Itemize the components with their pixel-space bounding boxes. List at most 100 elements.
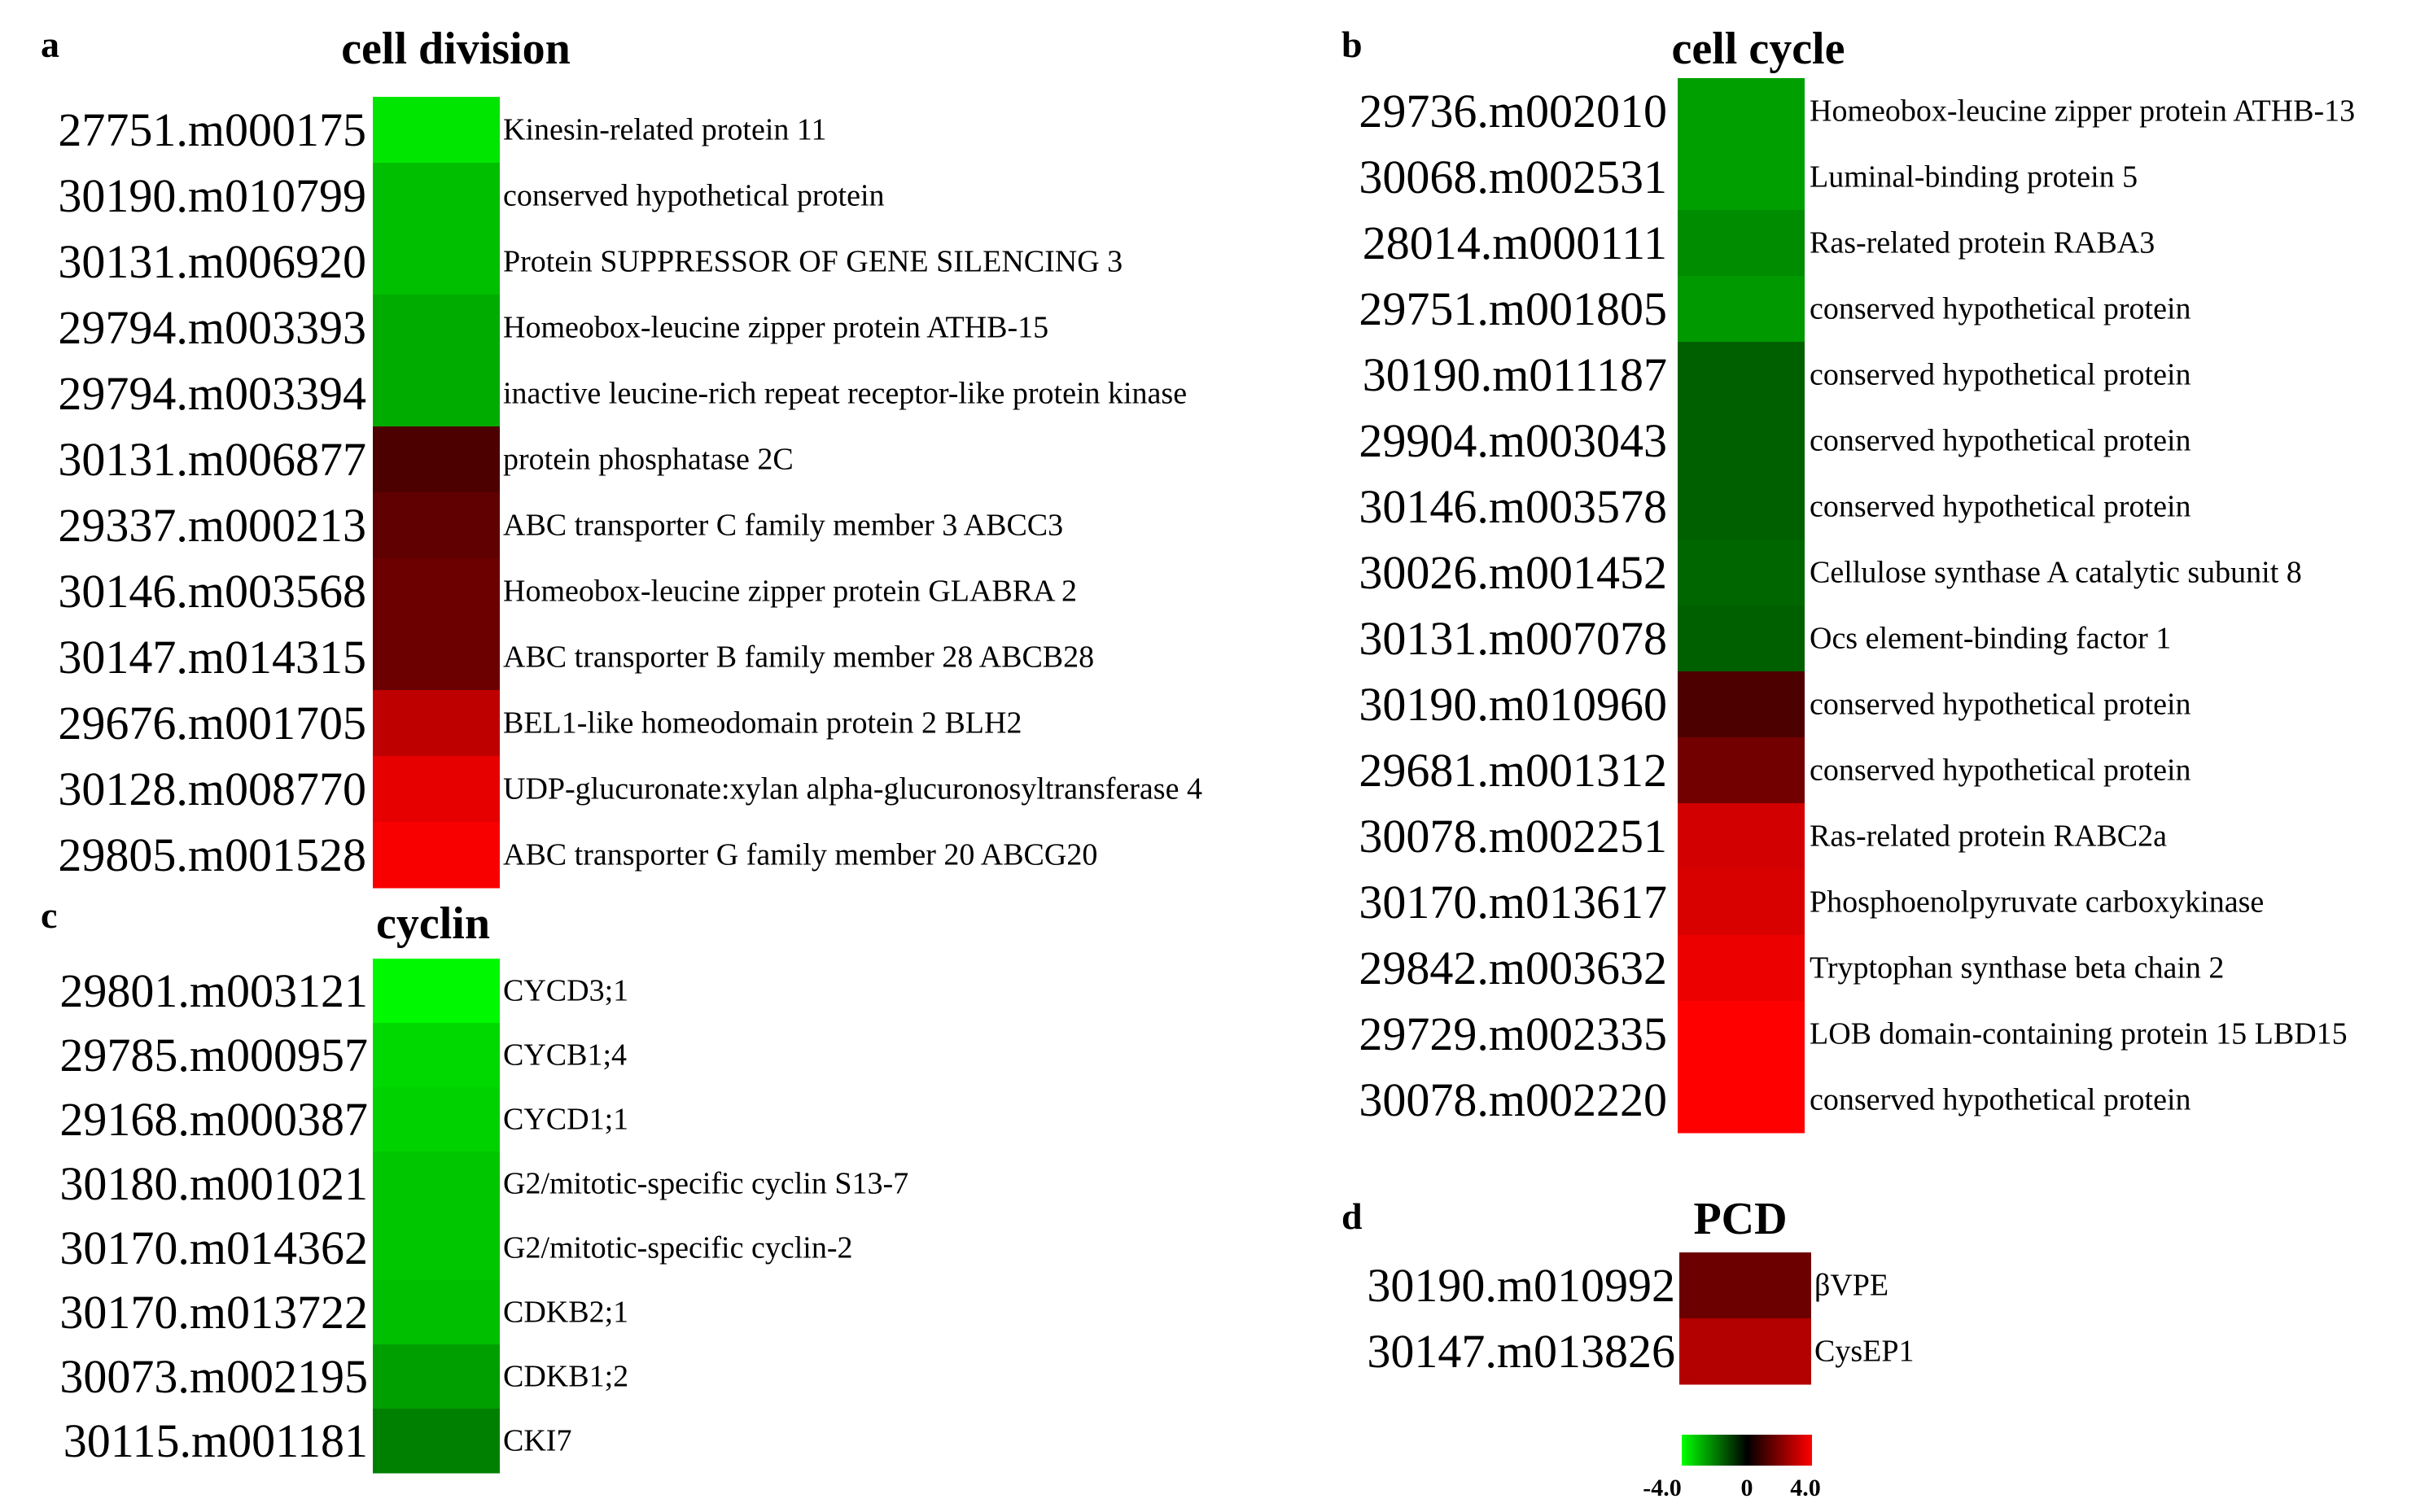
colorbar: -4.0 0 4.0 — [1643, 1435, 1821, 1501]
gene-annotation-label: G2/mitotic-specific cyclin-2 — [503, 1231, 852, 1265]
gene-id-label: 30073.m002195 — [59, 1350, 368, 1403]
gene-id-label: 30026.m001452 — [1359, 546, 1667, 599]
gene-id-label: 30078.m002251 — [1359, 810, 1667, 863]
heatmap-cell — [373, 1023, 500, 1088]
gene-annotation-label: conserved hypothetical protein — [1810, 490, 2191, 524]
gene-id-label: 30131.m006877 — [58, 433, 366, 486]
gene-annotation-label: Ras-related protein RABA3 — [1810, 226, 2155, 260]
gene-annotation-label: UDP-glucuronate:xylan alpha-glucuronosyl… — [503, 772, 1202, 806]
heatmap-cell — [373, 756, 500, 823]
gene-annotation-label: ABC transporter B family member 28 ABCB2… — [503, 640, 1094, 675]
gene-id-label: 29736.m002010 — [1359, 85, 1667, 138]
gene-annotation-label: Homeobox-leucine zipper protein ATHB-15 — [503, 311, 1048, 345]
gene-annotation-label: conserved hypothetical protein — [1810, 754, 2191, 788]
gene-annotation-label: CDKB1;2 — [503, 1360, 628, 1394]
gene-annotation-label: inactive leucine-rich repeat receptor-li… — [503, 377, 1187, 411]
heatmap-cell — [1678, 671, 1805, 738]
gene-id-label: 29751.m001805 — [1359, 282, 1667, 335]
gene-annotation-label: CysEP1 — [1814, 1335, 1914, 1369]
heatmap-cell — [373, 1216, 500, 1281]
panel-a-title: cell division — [341, 24, 571, 74]
gene-annotation-label: Protein SUPPRESSOR OF GENE SILENCING 3 — [503, 245, 1123, 279]
gene-annotation-label: CKI7 — [503, 1424, 571, 1458]
gene-annotation-label: conserved hypothetical protein — [1810, 424, 2191, 458]
gene-id-label: 30115.m001181 — [63, 1414, 368, 1467]
gene-id-label: 29801.m003121 — [59, 964, 368, 1017]
gene-annotation-label: conserved hypothetical protein — [1810, 1083, 2191, 1117]
gene-id-label: 29676.m001705 — [58, 697, 366, 749]
heatmap-cell — [1678, 210, 1805, 277]
gene-id-label: 30068.m002531 — [1359, 151, 1667, 203]
gene-id-label: 30147.m013826 — [1367, 1325, 1675, 1378]
panel-b-title: cell cycle — [1672, 24, 1845, 74]
gene-annotation-label: Tryptophan synthase beta chain 2 — [1810, 951, 2224, 985]
heatmap-cell — [1678, 803, 1805, 870]
gene-annotation-label: conserved hypothetical protein — [1810, 358, 2191, 392]
gene-annotation-label: βVPE — [1814, 1269, 1888, 1303]
panel-a-heatmap: 27751.m000175 Kinesin-related protein 11 3… — [58, 97, 1202, 889]
heatmap-cell — [1679, 1318, 1811, 1385]
heatmap-cell — [1678, 737, 1805, 804]
panel-label-c: c — [41, 894, 57, 936]
gene-annotation-label: Homeobox-leucine zipper protein ATHB-13 — [1810, 94, 2355, 129]
heatmap-cell — [1678, 408, 1805, 474]
gene-id-label: 30180.m001021 — [59, 1157, 368, 1210]
gene-annotation-label: CYCB1;4 — [503, 1038, 627, 1073]
heatmap-cell — [373, 163, 500, 229]
panel-d-heatmap: 30190.m010992 βVPE 30147.m013826 CysEP1 — [1367, 1252, 1914, 1385]
heatmap-cell — [373, 1151, 500, 1217]
colorbar-min-label: -4.0 — [1643, 1475, 1682, 1501]
panel-label-b: b — [1341, 24, 1363, 65]
gene-annotation-label: Phosphoenolpyruvate carboxykinase — [1810, 885, 2264, 920]
panel-label-a: a — [41, 24, 59, 65]
gene-id-label: 29337.m000213 — [58, 499, 366, 552]
heatmap-cell — [373, 426, 500, 493]
panel-label-d: d — [1341, 1195, 1363, 1237]
gene-id-label: 30170.m014362 — [59, 1221, 368, 1274]
gene-id-label: 30128.m008770 — [58, 763, 366, 815]
gene-annotation-label: CYCD3;1 — [503, 974, 628, 1008]
gene-annotation-label: BEL1-like homeodomain protein 2 BLH2 — [503, 706, 1022, 741]
gene-annotation-label: Homeobox-leucine zipper protein GLABRA 2 — [503, 575, 1077, 609]
gene-annotation-label: conserved hypothetical protein — [1810, 292, 2191, 326]
heatmap-cell — [373, 492, 500, 559]
gene-id-label: 30170.m013617 — [1359, 876, 1667, 929]
gene-annotation-label: G2/mitotic-specific cyclin S13-7 — [503, 1167, 908, 1201]
gene-annotation-label: CDKB2;1 — [503, 1296, 628, 1330]
heatmap-cell — [373, 1409, 500, 1474]
heatmap-cell — [373, 1087, 500, 1152]
gene-id-label: 30190.m011187 — [1363, 348, 1667, 401]
heatmap-cell — [1678, 1001, 1805, 1068]
gene-id-label: 30190.m010799 — [58, 169, 366, 222]
gene-id-label: 29805.m001528 — [58, 828, 366, 881]
gene-annotation-label: ABC transporter C family member 3 ABCC3 — [503, 509, 1063, 543]
heatmap-cell — [1679, 1252, 1811, 1319]
gene-annotation-label: Luminal-binding protein 5 — [1810, 160, 2138, 194]
gene-id-label: 30190.m010992 — [1367, 1259, 1675, 1312]
gene-annotation-label: ABC transporter G family member 20 ABCG2… — [503, 838, 1097, 872]
gene-id-label: 30146.m003568 — [58, 565, 366, 618]
gene-id-label: 30146.m003578 — [1359, 480, 1667, 533]
gene-id-label: 29681.m001312 — [1359, 744, 1667, 797]
heatmap-cell — [373, 97, 500, 164]
gene-id-label: 30078.m002220 — [1359, 1073, 1667, 1126]
gene-id-label: 29794.m003393 — [58, 301, 366, 354]
gene-id-label: 29842.m003632 — [1359, 942, 1667, 994]
colorbar-max-label: 4.0 — [1790, 1475, 1821, 1501]
gene-id-label: 30190.m010960 — [1359, 678, 1667, 731]
heatmap-cell — [373, 624, 500, 691]
panel-c-title: cyclin — [376, 898, 490, 949]
heatmap-cell — [1678, 474, 1805, 540]
panel-d-title: PCD — [1693, 1194, 1787, 1244]
gene-annotation-label: protein phosphatase 2C — [503, 443, 794, 477]
gene-id-label: 29729.m002335 — [1359, 1007, 1667, 1060]
gene-annotation-label: Cellulose synthase A catalytic subunit 8 — [1810, 556, 2302, 590]
colorbar-gradient — [1682, 1435, 1812, 1466]
heatmap-cell — [1678, 869, 1805, 936]
gene-id-label: 27751.m000175 — [58, 103, 366, 156]
heatmap-cell — [1678, 144, 1805, 211]
gene-id-label: 28014.m000111 — [1363, 216, 1667, 269]
gene-annotation-label: conserved hypothetical protein — [1810, 688, 2191, 722]
heatmap-cell — [373, 361, 500, 427]
